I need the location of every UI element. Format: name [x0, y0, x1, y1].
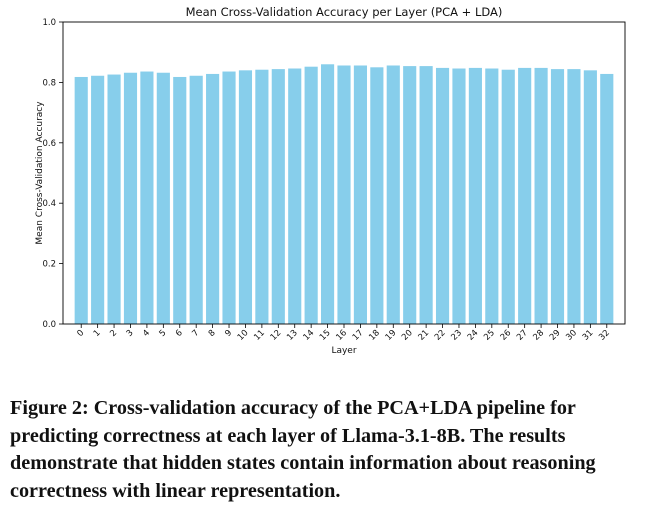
x-tick-label: 19	[384, 328, 399, 343]
x-tick-label: 7	[190, 328, 201, 339]
bar-layer-15	[321, 64, 335, 324]
bar-layer-8	[206, 73, 220, 324]
bar-layer-18	[370, 67, 384, 325]
x-tick-label: 16	[334, 328, 349, 343]
bar-layer-0	[74, 76, 88, 325]
bar-layer-22	[435, 67, 450, 325]
bar-layer-5	[156, 72, 170, 325]
bar-layer-28	[534, 67, 548, 325]
x-tick-label: 23	[449, 328, 464, 343]
bars-group	[74, 64, 614, 325]
x-tick-label: 14	[302, 328, 317, 343]
bar-layer-27	[518, 67, 532, 325]
x-tick-label: 28	[531, 328, 546, 343]
x-tick-label: 11	[252, 328, 267, 343]
bar-layer-20	[403, 66, 417, 324]
bar-layer-2	[107, 74, 121, 324]
bar-layer-21	[419, 66, 433, 324]
bar-layer-32	[600, 73, 614, 324]
y-axis-ticks: 0.0 0.2 0.4 0.6 0.8 1.0	[42, 18, 63, 330]
bar-layer-31	[583, 70, 597, 324]
x-tick-label: 22	[433, 328, 448, 343]
x-tick-label: 13	[285, 328, 300, 343]
x-tick-label: 8	[207, 328, 218, 339]
plot-frame	[62, 21, 626, 325]
bar-layer-1	[91, 75, 105, 324]
x-tick-label: 6	[174, 328, 185, 339]
y-axis-label: Mean Cross-Validation Accuracy	[35, 101, 45, 245]
x-tick-label: 5	[158, 328, 169, 339]
bar-layer-7	[189, 75, 203, 324]
x-tick-label: 25	[482, 328, 497, 343]
bar-layer-10	[238, 70, 253, 324]
chart-title: Mean Cross-Validation Accuracy per Layer…	[186, 5, 503, 19]
bar-layer-4	[140, 71, 154, 324]
x-tick-label: 32	[597, 328, 612, 343]
bar-layer-6	[173, 76, 187, 325]
x-tick-label: 4	[141, 328, 152, 339]
x-axis-label: Layer	[331, 346, 356, 356]
x-tick-label: 26	[499, 328, 514, 343]
bar-layer-25	[485, 68, 499, 325]
bar-layer-30	[567, 69, 581, 324]
x-axis-ticks: 0 1 2 3 4 5 6 7 8 9 10 11 12 13 14 15 16 17 18 19 20 21 22 23 24…	[75, 324, 612, 343]
x-tick-label: 30	[564, 328, 579, 343]
x-tick-label: 15	[318, 328, 333, 343]
bar-layer-29	[550, 69, 565, 324]
bar-layer-13	[288, 68, 302, 325]
x-tick-label: 2	[108, 328, 119, 339]
bar-layer-12	[271, 69, 285, 324]
x-tick-label: 3	[125, 328, 136, 339]
bar-layer-9	[222, 71, 236, 324]
x-tick-label: 20	[400, 328, 415, 343]
bar-layer-26	[501, 69, 515, 324]
x-tick-label: 21	[417, 328, 432, 343]
figure-caption: Figure 2: Cross-validation accuracy of t…	[10, 397, 596, 502]
x-tick-label: 27	[515, 328, 530, 343]
x-tick-label: 10	[236, 328, 251, 343]
bar-layer-11	[255, 69, 269, 324]
y-tick-label: 0.2	[42, 260, 56, 270]
x-tick-label: 29	[548, 328, 563, 343]
y-tick-label: 0.4	[42, 199, 56, 209]
x-tick-label: 17	[351, 328, 366, 343]
y-tick-label: 0.8	[42, 78, 56, 88]
x-tick-label: 1	[92, 328, 103, 339]
x-tick-label: 18	[367, 328, 382, 343]
y-tick-label: 1.0	[42, 18, 56, 28]
bar-layer-19	[386, 65, 400, 324]
x-tick-label: 31	[581, 328, 596, 343]
x-tick-label: 9	[223, 328, 234, 339]
x-tick-label: 24	[466, 328, 481, 343]
bar-chart: Mean Cross-Validation Accuracy per Layer…	[35, 5, 626, 356]
x-tick-label: 12	[269, 328, 284, 343]
bar-layer-24	[468, 67, 482, 325]
x-tick-label: 0	[75, 328, 86, 339]
y-tick-label: 0.0	[42, 320, 56, 330]
y-tick-label: 0.6	[42, 139, 56, 149]
bar-layer-14	[304, 66, 318, 325]
bar-layer-17	[353, 65, 367, 324]
bar-layer-16	[337, 65, 351, 324]
bar-layer-23	[452, 68, 466, 325]
bar-layer-3	[123, 72, 138, 325]
